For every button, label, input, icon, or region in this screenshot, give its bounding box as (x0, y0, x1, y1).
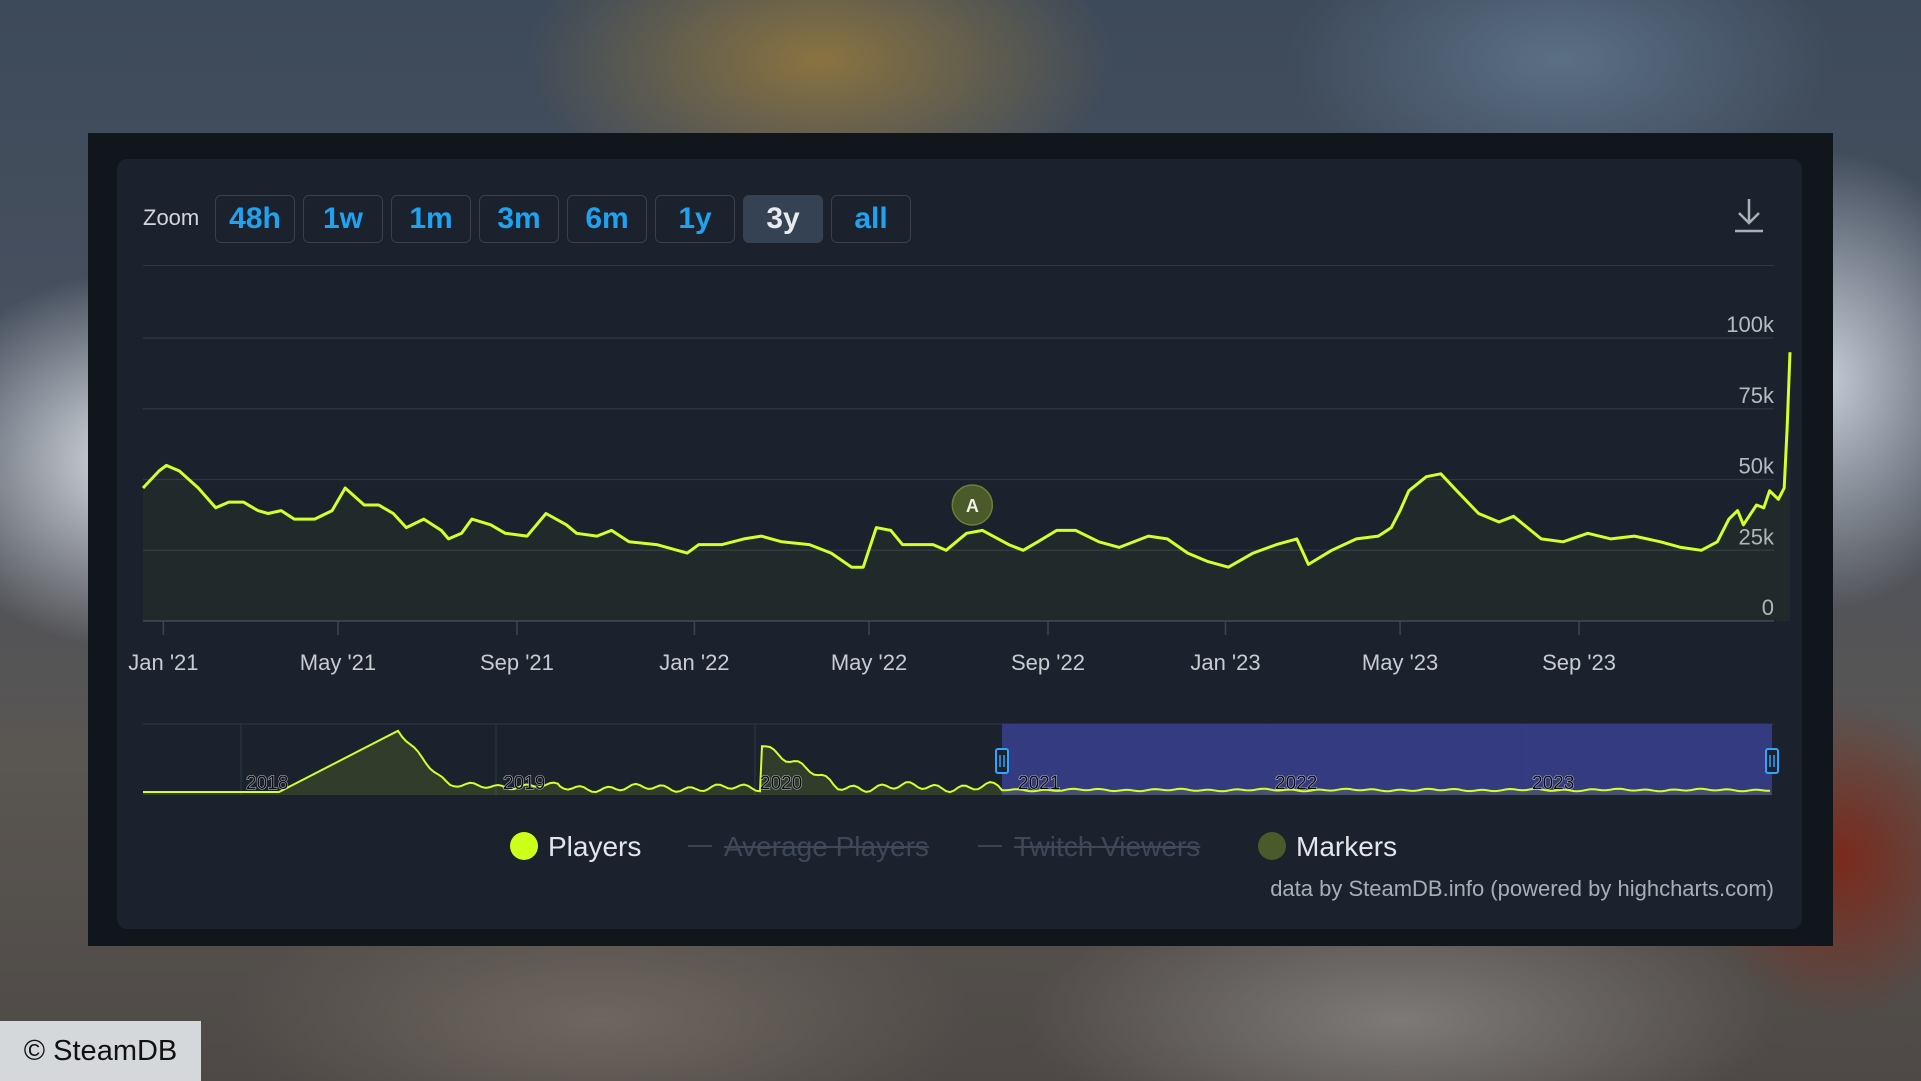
y-tick-label: 25k (1739, 524, 1775, 549)
marker-label: A (966, 496, 979, 516)
navigator-year-label: 2018 (246, 773, 288, 794)
navigator-year-label: 2019 (503, 773, 545, 794)
zoom-label: Zoom (143, 205, 200, 230)
navigator-handle[interactable] (1765, 748, 1779, 774)
download-icon[interactable] (1732, 197, 1766, 235)
x-tick-label: May '23 (1362, 650, 1438, 675)
legend-label: Players (548, 831, 642, 862)
legend-dash-icon (978, 844, 1002, 847)
legend-dot-icon (1258, 831, 1286, 860)
zoom-button-all[interactable]: all (831, 195, 911, 243)
navigator-area (143, 730, 1772, 795)
navigator-year-label: 2023 (1532, 773, 1574, 794)
x-tick-label: Sep '23 (1542, 650, 1616, 675)
zoom-button-1m[interactable]: 1m (391, 195, 471, 243)
players-area (143, 352, 1790, 621)
zoom-button-6m[interactable]: 6m (567, 195, 647, 243)
y-tick-label: 0 (1762, 595, 1774, 620)
y-tick-label: 50k (1739, 454, 1775, 479)
toolbar-divider (143, 265, 1774, 266)
legend-item-average-players[interactable]: Average Players (688, 825, 929, 869)
x-tick-label: Jan '23 (1190, 650, 1260, 675)
legend-label: Average Players (724, 831, 929, 862)
legend-item-markers[interactable]: Markers (1258, 825, 1397, 869)
navigator-series-line (143, 729, 1770, 794)
legend-dot-icon (510, 831, 538, 860)
zoom-button-48h[interactable]: 48h (215, 195, 295, 243)
credits-link[interactable]: data by SteamDB.info (powered by highcha… (1270, 876, 1774, 901)
x-tick-label: Sep '21 (480, 650, 554, 675)
y-tick-label: 100k (1726, 312, 1775, 337)
legend-item-twitch-viewers[interactable]: Twitch Viewers (978, 825, 1200, 869)
navigator-selected-range[interactable] (1002, 724, 1772, 795)
zoom-button-1w[interactable]: 1w (303, 195, 383, 243)
navigator-year-label: 2022 (1275, 773, 1317, 794)
marker-point[interactable] (951, 484, 994, 526)
chart-panel (117, 159, 1802, 929)
navigator-year-label: 2020 (760, 773, 802, 794)
navigator-handle[interactable] (995, 748, 1009, 774)
navigator-year-label: 2021 (1018, 773, 1060, 794)
x-tick-label: May '22 (831, 650, 907, 675)
players-series-line[interactable] (141, 352, 1792, 569)
x-tick-label: Sep '22 (1011, 650, 1085, 675)
x-tick-label: May '21 (300, 650, 376, 675)
watermark: © SteamDB (0, 1021, 201, 1081)
legend-item-players[interactable]: Players (510, 825, 641, 869)
zoom-button-3m[interactable]: 3m (479, 195, 559, 243)
x-tick-label: Jan '22 (659, 650, 729, 675)
legend-label: Twitch Viewers (1014, 831, 1201, 862)
zoom-button-1y[interactable]: 1y (655, 195, 735, 243)
x-tick-label: Jan '21 (128, 650, 198, 675)
legend-dash-icon (688, 844, 712, 847)
zoom-button-3y[interactable]: 3y (743, 195, 823, 243)
legend-label: Markers (1296, 831, 1398, 862)
y-tick-label: 75k (1739, 383, 1775, 408)
